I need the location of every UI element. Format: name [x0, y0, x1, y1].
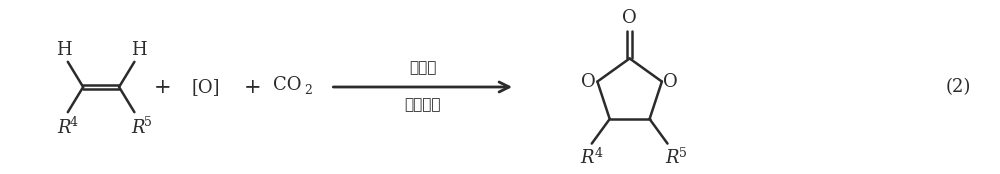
Text: O: O [663, 73, 678, 91]
Text: 2: 2 [305, 84, 312, 97]
Text: 5: 5 [144, 116, 152, 129]
Text: R: R [666, 149, 679, 168]
Text: CO: CO [273, 76, 302, 94]
Text: 5: 5 [679, 147, 686, 160]
Text: O: O [622, 9, 637, 27]
Text: O: O [581, 73, 596, 91]
Text: 助催化剂: 助催化剂 [404, 97, 441, 112]
Text: 催化剂: 催化剂 [409, 60, 436, 75]
Text: +: + [244, 77, 262, 97]
Text: R: R [132, 119, 145, 137]
Text: (2): (2) [946, 78, 971, 96]
Text: [O]: [O] [192, 78, 220, 96]
Text: R: R [57, 119, 71, 137]
Text: 4: 4 [595, 147, 603, 160]
Text: H: H [56, 41, 72, 59]
Text: H: H [131, 41, 146, 59]
Text: +: + [154, 77, 172, 97]
Text: 4: 4 [70, 116, 78, 129]
Text: R: R [580, 149, 594, 168]
